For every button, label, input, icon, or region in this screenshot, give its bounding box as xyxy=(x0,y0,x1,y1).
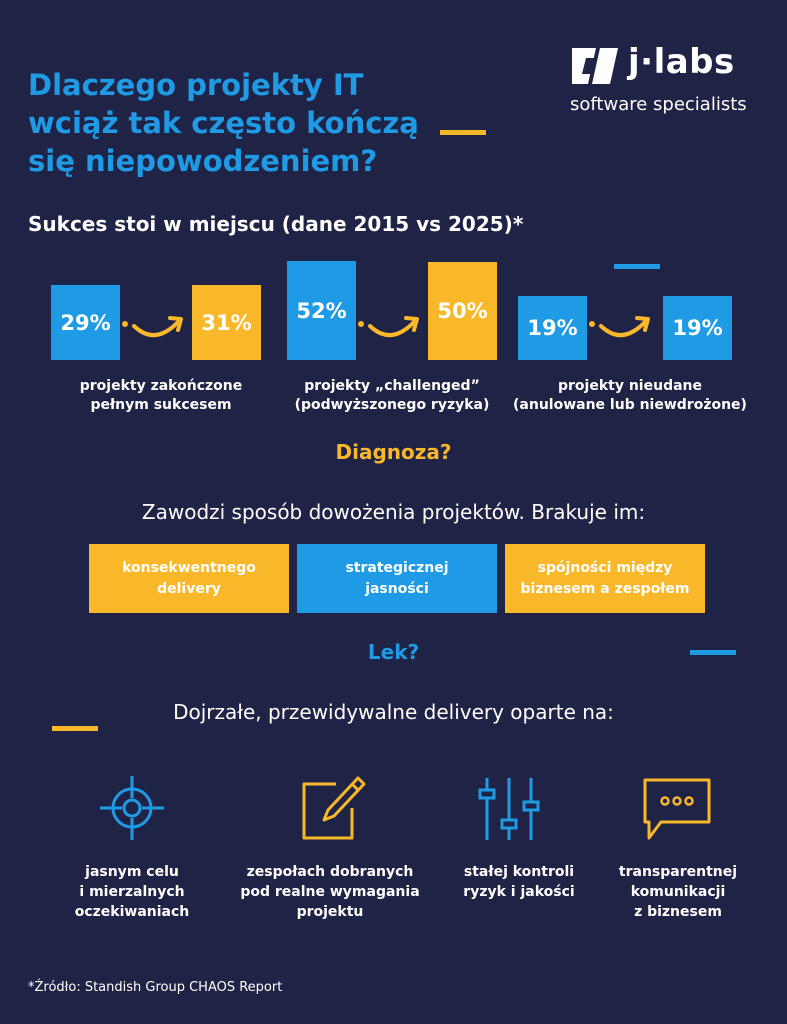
decor-dash xyxy=(690,650,736,655)
diagnosis-heading: Diagnoza? xyxy=(335,440,452,464)
pillar-clear-goal: jasnym celu i mierzalnych oczekiwaniach xyxy=(74,864,190,920)
stat-label-challenged: projekty „challenged” (podwyższonego ryz… xyxy=(294,378,490,413)
pillar-risk-quality-control: stałej kontroli ryzyk i jakości xyxy=(463,864,575,900)
chat-bubble-icon xyxy=(643,778,711,840)
decor-dash xyxy=(614,264,660,269)
title-line: Dlaczego projekty IT xyxy=(28,68,364,102)
target-icon xyxy=(100,776,164,840)
curved-arrow-icon xyxy=(122,316,183,337)
pillar-matched-teams: zespołach dobranych pod realne wymagania… xyxy=(240,864,420,920)
stat-2015-failed: 19% xyxy=(518,296,587,360)
source-footnote: *Źródło: Standish Group CHAOS Report xyxy=(28,980,283,995)
edit-pencil-icon xyxy=(302,776,366,840)
need-consistent-delivery: konsekwentnego delivery xyxy=(89,544,289,613)
stat-2015-challenged: 52% xyxy=(287,261,356,360)
curved-arrow-icon xyxy=(589,316,650,337)
cure-heading: Lek? xyxy=(367,640,420,664)
pillar-transparent-communication: transparentnej komunikacji z biznesem xyxy=(618,864,738,920)
stat-label-failed: projekty nieudane (anulowane lub niewdro… xyxy=(513,378,747,413)
diagnosis-lead: Zawodzi sposób dowożenia projektów. Brak… xyxy=(141,500,646,524)
stat-2015-success: 29% xyxy=(51,285,120,360)
title-line: wciąż tak często kończą xyxy=(28,106,419,140)
stat-2025-failed: 19% xyxy=(663,296,732,360)
need-business-team-alignment: spójności między biznesem a zespołem xyxy=(505,544,705,613)
logo-name: j·labs xyxy=(628,42,735,82)
page-title: Dlaczego projekty IT wciąż tak często ko… xyxy=(28,66,448,180)
stat-2025-challenged: 50% xyxy=(428,262,497,360)
stats-heading: Sukces stoi w miejscu (dane 2015 vs 2025… xyxy=(28,212,524,236)
need-strategic-clarity: strategicznej jasności xyxy=(297,544,497,613)
jlabs-logo-icon xyxy=(572,48,618,84)
logo-tagline: software specialists xyxy=(570,94,747,115)
stat-2025-success: 31% xyxy=(192,285,261,360)
cure-lead: Dojrzałe, przewidywalne delivery oparte … xyxy=(173,700,614,724)
stat-label-success: projekty zakończone pełnym sukcesem xyxy=(79,378,243,413)
curved-arrow-icon xyxy=(358,316,419,337)
sliders-icon xyxy=(478,778,540,840)
decor-dash xyxy=(52,726,98,731)
title-line: się niepowodzeniem? xyxy=(28,144,378,178)
decor-dash xyxy=(440,130,486,135)
